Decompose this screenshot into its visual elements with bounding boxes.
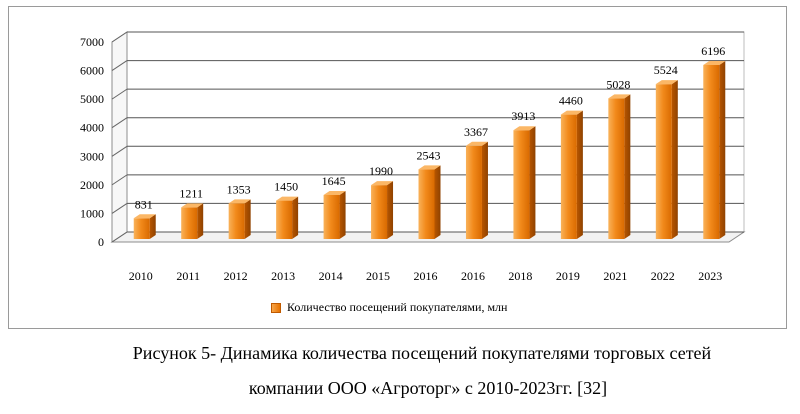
bar [560,114,577,239]
data-label: 6196 [701,44,725,58]
y-tick-label: 3000 [80,149,104,163]
bar-top [133,214,156,219]
data-label: 4460 [559,94,583,108]
y-tick-label: 0 [98,235,104,249]
bar-side [149,214,156,239]
y-tick-label: 4000 [80,121,104,135]
x-tick-label: 2018 [508,269,532,283]
data-label: 2543 [417,148,441,162]
bar-side [197,203,204,239]
gridline-diag [111,174,128,186]
bar-side [529,126,536,239]
data-label: 3367 [464,125,488,139]
bar [465,145,482,239]
data-label: 5524 [654,63,678,77]
bar [608,98,625,239]
gridline-diag [111,88,128,100]
x-tick-label: 2016 [461,269,485,283]
bar-side [671,80,678,240]
gridline-diag [111,31,128,43]
x-tick-label: 2014 [319,269,343,283]
bar [133,218,150,239]
bar-top [465,141,488,146]
bar [703,64,720,239]
bar-top [608,94,631,99]
bar-top [560,110,583,115]
bar [371,185,388,239]
x-tick-label: 2023 [698,269,722,283]
bar-top [228,199,251,204]
bar-top [418,165,441,170]
bar-top [371,181,394,186]
x-tick-label: 2021 [603,269,627,283]
x-tick-label: 2019 [556,269,580,283]
bar-top [181,203,204,208]
bar-side [387,181,394,239]
x-tick-label: 2012 [224,269,248,283]
bar-chart: 0 1000 2000 3000 4000 5000 6000 7000 831 2010 1211… [80,31,746,283]
bar-top [276,196,299,201]
data-label: 1990 [369,164,393,178]
legend-swatch [271,302,281,313]
gridline-diag [111,145,128,157]
bar [276,200,293,239]
y-tick-label: 5000 [80,92,104,106]
bar [323,195,340,239]
data-label: 3913 [511,109,535,123]
x-tick-label: 2013 [271,269,295,283]
bar-side [434,165,441,239]
y-tick-label: 1000 [80,206,104,220]
data-label: 1353 [227,182,251,196]
bar-top [513,126,536,131]
bar-side [244,199,251,239]
data-label: 1645 [322,174,346,188]
chart-frame: 0 1000 2000 3000 4000 5000 6000 7000 831 2010 1211… [8,6,787,329]
x-tick-label: 2022 [651,269,675,283]
bar-top [703,60,726,65]
bar [513,130,530,239]
bar-side [624,94,631,239]
side-wall [111,31,128,243]
data-label: 831 [135,197,153,211]
bar-side [576,110,583,239]
y-tick-label: 6000 [80,64,104,78]
gridline-diag [111,60,128,71]
x-tick-label: 2015 [366,269,390,283]
bar [418,169,435,239]
y-tick-label: 7000 [80,35,104,49]
bar-side [481,141,488,239]
gridline-diag [111,203,128,214]
x-tick-label: 2016 [414,269,438,283]
bar [655,84,672,240]
data-label: 1450 [274,180,298,194]
bar-side [719,60,726,239]
y-tick-label: 2000 [80,178,104,192]
legend-label: Количество посещений покупателями, млн [287,300,508,314]
bar-top [323,191,346,195]
data-label: 5028 [606,77,630,91]
figure-caption-line1: Рисунок 5- Динамика количества посещений… [132,343,712,363]
gridline-diag [111,117,128,129]
x-tick-label: 2010 [129,269,153,283]
figure-caption-line2: компании ООО «Агроторг» с 2010-2023гг. [… [248,378,608,398]
x-tick-label: 2011 [176,269,200,283]
bar [228,203,245,239]
bar [181,207,198,239]
bar-side [292,196,299,239]
data-label: 1211 [179,186,203,200]
chart-legend: Количество посещений покупателями, млн [271,300,507,315]
gridline-diag [111,231,128,243]
bar-side [339,191,346,239]
bar-top [655,80,678,85]
